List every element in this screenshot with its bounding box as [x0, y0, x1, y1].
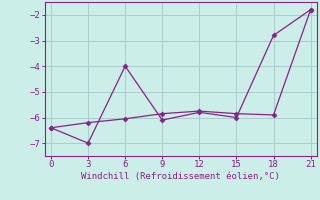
X-axis label: Windchill (Refroidissement éolien,°C): Windchill (Refroidissement éolien,°C) [81, 172, 280, 181]
